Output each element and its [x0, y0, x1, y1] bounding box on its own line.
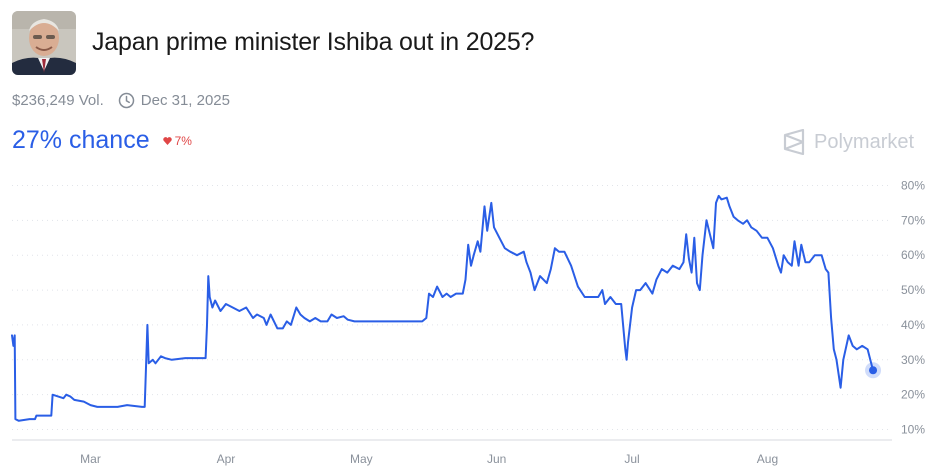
y-tick-label: 30% — [901, 353, 925, 367]
brand-logo: Polymarket — [782, 129, 914, 155]
market-image — [12, 11, 76, 75]
x-axis-ticks: Mar Apr May Jun Jul Aug — [80, 452, 778, 466]
end-date-label: Dec 31, 2025 — [140, 92, 230, 109]
y-tick-label: 60% — [901, 248, 925, 262]
y-tick-label: 50% — [901, 283, 925, 297]
y-tick-label: 10% — [901, 423, 925, 437]
x-tick-label: Jun — [487, 452, 506, 466]
politician-portrait-image — [12, 11, 76, 75]
heart-down-icon — [162, 136, 172, 145]
y-tick-label: 40% — [901, 318, 925, 332]
change-value: 7% — [174, 133, 192, 148]
x-tick-label: Jul — [624, 452, 639, 466]
chance-value: 27% chance — [12, 126, 150, 154]
current-value-dot[interactable] — [869, 366, 878, 375]
x-tick-label: Mar — [80, 452, 101, 466]
y-tick-label: 20% — [901, 388, 925, 402]
change-indicator: 7% — [162, 133, 192, 148]
polymarket-logo-icon — [783, 129, 805, 155]
probability-series-line — [11, 194, 874, 422]
market-meta: $236,249 Vol. Dec 31, 2025 — [12, 92, 230, 109]
clock-icon — [118, 92, 135, 109]
x-tick-label: Aug — [757, 452, 778, 466]
x-tick-label: Apr — [217, 452, 236, 466]
x-tick-label: May — [350, 452, 373, 466]
chart-gridlines — [12, 184, 892, 431]
brand-name: Polymarket — [814, 130, 915, 153]
y-tick-label: 70% — [901, 213, 925, 227]
market-title: Japan prime minister Ishiba out in 2025? — [92, 28, 535, 56]
y-tick-label: 80% — [901, 178, 925, 192]
probability-chart: 10% 20% 30% 40% 50% 60% 70% 80% Mar Apr May Jun Jul… — [11, 178, 925, 466]
odds-summary: 27% chance 7% — [12, 126, 192, 155]
volume-label: $236,249 Vol. — [12, 92, 104, 109]
y-axis-ticks: 10% 20% 30% 40% 50% 60% 70% 80% — [901, 178, 925, 436]
